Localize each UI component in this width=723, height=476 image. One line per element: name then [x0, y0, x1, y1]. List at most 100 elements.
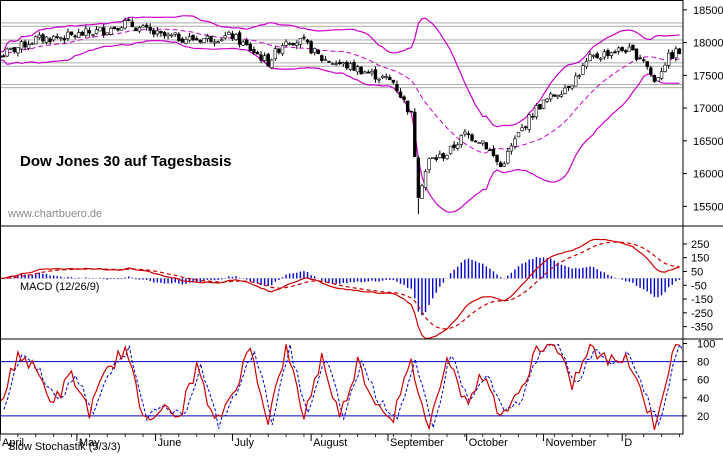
candle-body	[370, 71, 374, 74]
macd-signal-line	[0, 241, 680, 330]
candle-body	[531, 115, 535, 118]
watermark: www.chartbuero.de	[7, 208, 102, 220]
candle-body	[105, 32, 109, 35]
candle-body	[5, 48, 9, 57]
candle-body	[41, 34, 45, 42]
candle-body	[237, 32, 242, 45]
candle-body	[73, 35, 77, 38]
candle-body	[652, 75, 657, 82]
candle-body	[34, 36, 38, 45]
candle-body	[141, 25, 145, 28]
candle-body	[548, 93, 553, 100]
candle-body	[566, 85, 571, 89]
price-band	[0, 62, 684, 67]
candle-body	[506, 150, 510, 164]
stochastic-tick-label: 60	[697, 375, 709, 387]
candle-body	[416, 157, 421, 198]
candle-body	[380, 75, 385, 78]
candle-body	[613, 51, 617, 54]
candle-body	[298, 38, 303, 45]
candle-body	[1, 55, 6, 58]
candle-body	[26, 44, 31, 49]
candle-body	[295, 42, 299, 46]
macd-tick-label: -50	[691, 280, 707, 292]
candle-body	[674, 48, 678, 59]
candle-body	[66, 31, 70, 39]
candle-body	[277, 48, 281, 53]
candle-body	[581, 65, 585, 75]
candle-body	[166, 33, 170, 37]
candle-body	[534, 105, 539, 118]
stochastic-d-line	[3, 343, 684, 430]
candle-body	[116, 27, 120, 31]
candle-body	[509, 145, 514, 152]
candle-body	[620, 47, 624, 51]
candle-body	[148, 26, 152, 31]
candle-body	[327, 60, 331, 63]
candle-body	[180, 38, 185, 43]
stochastic-panel: 100 80 60 40 20	[0, 339, 715, 431]
candle-body	[348, 63, 353, 70]
x-month-label: August	[313, 437, 347, 449]
candle-body	[177, 33, 181, 42]
candle-body	[391, 79, 396, 83]
price-tick-label: 15500	[693, 201, 723, 213]
candle-body	[477, 142, 481, 144]
candle-body	[194, 38, 199, 41]
candle-body	[266, 53, 270, 67]
price-tick-label: 16000	[693, 169, 723, 181]
price-panel: 15500 16000 16500 17000 17500 18000 18500	[0, 5, 723, 215]
candle-body	[631, 44, 635, 51]
candle-body	[209, 36, 213, 42]
stochastic-label: Slow Stochastik (5/3/3)	[8, 441, 121, 453]
candle-body	[409, 110, 413, 113]
candle-body	[284, 41, 288, 46]
candle-body	[577, 75, 581, 77]
candle-body	[420, 185, 424, 199]
stochastic-tick-label: 40	[697, 393, 709, 405]
candle-body	[574, 75, 578, 87]
candle-body	[538, 104, 542, 110]
candle-body	[155, 30, 160, 35]
candle-body	[309, 41, 313, 54]
candle-body	[663, 64, 667, 72]
candle-body	[37, 34, 42, 39]
candle-body	[459, 135, 463, 145]
candle-body	[591, 55, 596, 57]
candle-body	[280, 45, 285, 54]
stochastic-tick-label: 20	[697, 411, 709, 423]
candle-body	[470, 134, 474, 141]
candle-body	[638, 57, 642, 60]
price-tick-label: 18500	[693, 5, 723, 17]
x-month-label: June	[158, 437, 182, 449]
candle-body	[134, 27, 138, 32]
candle-body	[659, 71, 664, 79]
candle-body	[441, 153, 446, 159]
candle-body	[91, 33, 95, 36]
candle-body	[359, 66, 363, 75]
candle-body	[595, 53, 599, 59]
candle-body	[230, 33, 235, 39]
x-month-label: October	[469, 437, 508, 449]
candle-body	[405, 100, 410, 113]
price-tick-label: 17000	[693, 103, 723, 115]
candle-body	[616, 47, 621, 52]
candle-body	[212, 41, 217, 44]
candle-body	[241, 41, 245, 46]
chart-frame: April May June July August September October No…	[0, 0, 723, 449]
candle-body	[434, 157, 438, 160]
candle-body	[448, 145, 453, 154]
candle-body	[302, 36, 306, 39]
candle-body	[59, 37, 63, 39]
candle-body	[570, 85, 574, 89]
moving-average	[0, 28, 680, 154]
candle-body	[173, 32, 177, 35]
candle-body	[152, 30, 156, 35]
candle-body	[112, 26, 117, 30]
candle-body	[645, 61, 649, 68]
chart-title: Dow Jones 30 auf Tagesbasis	[20, 153, 231, 170]
bollinger-lower	[0, 39, 680, 213]
candle-body	[259, 54, 263, 61]
candle-body	[320, 55, 324, 61]
